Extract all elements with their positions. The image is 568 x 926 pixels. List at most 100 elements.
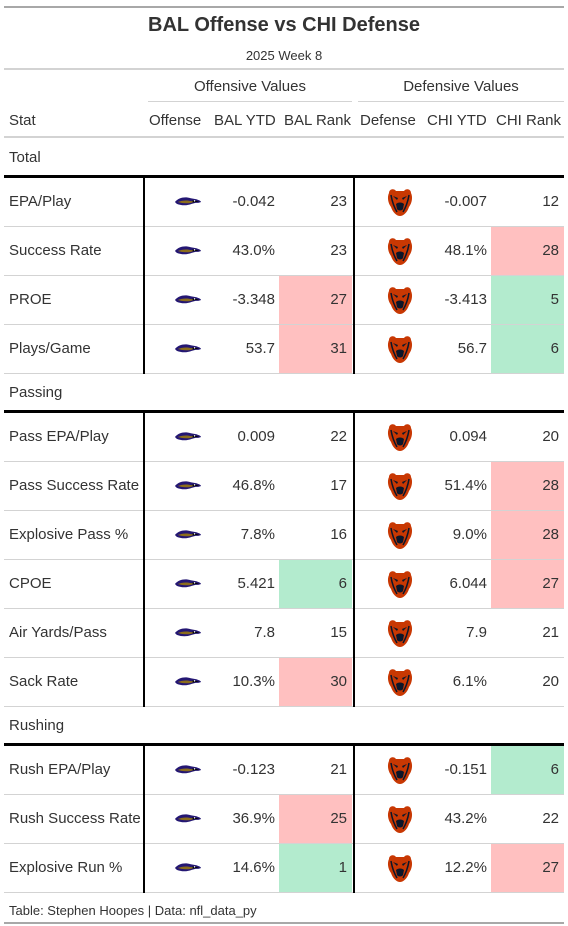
table-row: CPOE 5.421 6 6.044 27 [4, 560, 564, 609]
bears-logo-icon [385, 422, 415, 452]
bears-logo-icon [385, 755, 415, 785]
table-row: EPA/Play -0.042 23 -0.007 12 [4, 178, 564, 227]
bal-rank-value: 17 [330, 477, 347, 494]
bears-logo-icon [385, 471, 415, 501]
bears-logo-icon [385, 334, 415, 364]
bears-logo-icon [385, 569, 415, 599]
chi-rank-value: 28 [491, 511, 564, 559]
chi-ytd-value: -0.007 [444, 193, 487, 210]
stat-label: EPA/Play [9, 193, 72, 210]
bal-rank-value: 31 [279, 325, 352, 373]
ravens-logo-icon [174, 577, 202, 591]
table-row: Success Rate 43.0% 23 48.1% 28 [4, 227, 564, 276]
bal-ytd-value: 10.3% [232, 673, 275, 690]
chi-rank-value: 6 [491, 325, 564, 373]
col-header-defense: Defense [360, 112, 416, 129]
title-divider [4, 68, 564, 70]
chi-ytd-value: 6.1% [452, 673, 487, 690]
table-row: Air Yards/Pass 7.8 15 7.9 21 [4, 609, 564, 658]
chi-rank-value: 20 [542, 428, 559, 445]
ravens-logo-icon [174, 861, 202, 875]
bal-ytd-value: 36.9% [232, 810, 275, 827]
chi-rank-value: 22 [542, 810, 559, 827]
chi-rank-value: 20 [542, 673, 559, 690]
group-top-rule [4, 743, 564, 746]
table-row: Rush Success Rate 36.9% 25 43.2% 22 [4, 795, 564, 844]
chi-ytd-value: -3.413 [444, 291, 487, 308]
chi-ytd-value: 7.9 [466, 624, 487, 641]
bal-ytd-value: 53.7 [245, 340, 275, 357]
stat-label: Pass EPA/Play [9, 428, 109, 445]
bal-rank-value: 6 [279, 560, 352, 608]
bears-logo-icon [385, 236, 415, 266]
bal-rank-value: 25 [279, 795, 352, 843]
defense-divider [353, 410, 355, 707]
chi-ytd-value: 43.2% [444, 810, 487, 827]
bal-ytd-value: 14.6% [232, 859, 275, 876]
ravens-logo-icon [174, 430, 202, 444]
stat-label: Explosive Pass % [9, 526, 129, 543]
spanner-offensive: Offensive Values [193, 78, 306, 95]
offense-divider [143, 175, 145, 374]
bal-rank-value: 22 [330, 428, 347, 445]
bears-logo-icon [385, 520, 415, 550]
bears-logo-icon [385, 804, 415, 834]
chi-ytd-value: 56.7 [457, 340, 487, 357]
bears-logo-icon [385, 285, 415, 315]
chi-rank-value: 28 [491, 462, 564, 510]
stat-label: Rush Success Rate [9, 810, 141, 827]
top-border [4, 6, 564, 8]
bal-ytd-value: 7.8% [240, 526, 275, 543]
chi-rank-value: 21 [542, 624, 559, 641]
spanner-defensive: Defensive Values [403, 78, 519, 95]
group-label-passing: Passing [9, 384, 63, 401]
group-label-rushing: Rushing [9, 717, 65, 734]
stat-label: Sack Rate [9, 673, 79, 690]
group-top-rule [4, 175, 564, 178]
bears-logo-icon [385, 618, 415, 648]
bal-rank-value: 23 [330, 193, 347, 210]
bal-ytd-value: 43.0% [232, 242, 275, 259]
defense-divider [353, 743, 355, 893]
chi-ytd-value: 6.044 [449, 575, 487, 592]
bal-rank-value: 21 [330, 761, 347, 778]
stat-label: Explosive Run % [9, 859, 123, 876]
table-subtitle: 2025 Week 8 [245, 48, 323, 63]
chi-rank-value: 27 [491, 560, 564, 608]
ravens-logo-icon [174, 763, 202, 777]
table-row: Pass EPA/Play 0.009 22 0.094 20 [4, 413, 564, 462]
ravens-logo-icon [174, 626, 202, 640]
ravens-logo-icon [174, 528, 202, 542]
col-header-offense: Offense [149, 112, 202, 129]
ravens-logo-icon [174, 479, 202, 493]
table-title: BAL Offense vs CHI Defense [148, 14, 420, 36]
col-header-chi-rank: CHI Rank [496, 112, 562, 129]
bal-rank-value: 27 [279, 276, 352, 324]
stat-label: CPOE [9, 575, 52, 592]
col-header-bal-ytd: BAL YTD [214, 112, 276, 129]
ravens-logo-icon [174, 195, 202, 209]
offense-divider [143, 743, 145, 893]
chi-ytd-value: 48.1% [444, 242, 487, 259]
bal-ytd-value: 5.421 [237, 575, 275, 592]
stat-label: Air Yards/Pass [9, 624, 107, 641]
bal-ytd-value: -3.348 [232, 291, 275, 308]
table-row: Sack Rate 10.3% 30 6.1% 20 [4, 658, 564, 707]
stat-label: Plays/Game [9, 340, 91, 357]
table-row: Pass Success Rate 46.8% 17 51.4% 28 [4, 462, 564, 511]
stat-label: Pass Success Rate [9, 477, 140, 494]
table-row: PROE -3.348 27 -3.413 5 [4, 276, 564, 325]
bal-ytd-value: 46.8% [232, 477, 275, 494]
bottom-border [4, 922, 564, 924]
group-top-rule [4, 410, 564, 413]
chi-rank-value: 12 [542, 193, 559, 210]
col-header-chi-ytd: CHI YTD [427, 112, 487, 129]
chi-rank-value: 28 [491, 227, 564, 275]
bears-logo-icon [385, 187, 415, 217]
chi-ytd-value: 9.0% [452, 526, 487, 543]
chi-ytd-value: 51.4% [444, 477, 487, 494]
table-row: Plays/Game 53.7 31 56.7 6 [4, 325, 564, 374]
bal-rank-value: 16 [330, 526, 347, 543]
chi-rank-value: 27 [491, 844, 564, 892]
bal-ytd-value: -0.042 [232, 193, 275, 210]
